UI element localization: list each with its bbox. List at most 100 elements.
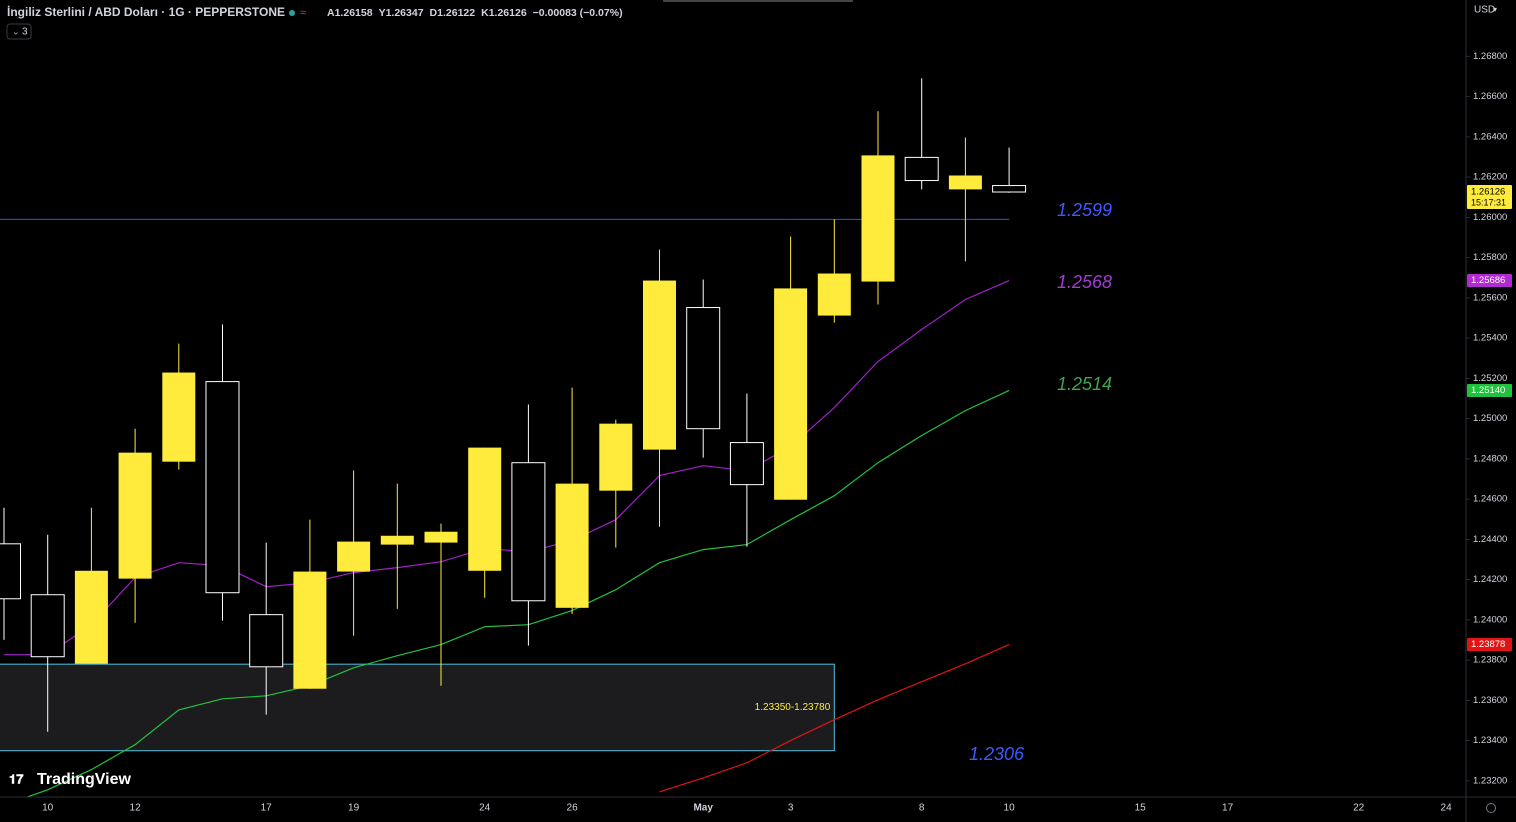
brand: TradingView [37,771,132,788]
x-tick-label: 24 [1441,803,1453,814]
currency[interactable]: USD [1474,5,1495,16]
y-tick-label: 1.23200 [1473,775,1507,786]
ohlc-label: K [481,7,489,19]
y-tick-label: 1.24600 [1473,494,1507,505]
candle-body [904,156,939,182]
candle-body [0,543,21,600]
top-handle [663,0,853,2]
symbol-title: İngiliz Sterlini / ABD Doları · 1G · PEP… [7,4,285,19]
price-label-box [1467,274,1512,288]
status-dot [289,10,295,16]
candle-body [599,423,633,491]
price-label: 1.25686 [1471,275,1505,286]
brand-mark: 𝟏𝟕 [9,771,24,786]
ma-line [4,280,1010,656]
y-tick-label: 1.23400 [1473,735,1507,746]
candle-body [729,442,764,486]
candle-body [205,381,240,594]
candle-body [30,594,65,658]
zone [0,663,835,752]
ma-line [659,643,1010,793]
candle-body [643,280,676,450]
y-tick-label: 1.25600 [1473,292,1507,303]
price-label: 1.26126 [1471,187,1505,198]
ohlc-label: Y [379,7,386,19]
currency-caret: ▾ [1493,5,1497,14]
candle-body [555,483,589,608]
x-tick-label: 15 [1135,803,1147,814]
candle-body [992,185,1027,193]
indicator-count: 3 [22,27,28,38]
price-label: 1.23878 [1471,639,1505,650]
candle-body [380,535,414,545]
ohlc-value: 1.26347 [386,7,424,19]
y-tick-label: 1.25800 [1473,252,1507,263]
axes: 1.23200 1.23400 1.23600 1.23800 1.24000 1.242… [42,51,1512,814]
annotation: 1.2599 [1057,200,1112,220]
price-label-box [1467,383,1512,397]
candle-body [74,570,108,664]
candle-body [162,372,196,462]
y-tick-label: 1.24800 [1473,453,1507,464]
ohlc-label: A [327,7,335,19]
y-tick-label: 1.24200 [1473,574,1507,585]
overlay: İngiliz Sterlini / ABD Doları · 1G · PEP… [6,4,1497,813]
y-tick-label: 1.26200 [1473,172,1507,183]
candle-body [511,462,546,602]
candle-body [948,175,982,190]
x-tick-label: 24 [479,803,491,814]
candle-body [861,155,895,282]
x-tick-label: May [693,803,713,814]
x-tick-label: 10 [42,803,54,814]
ohlc-value: 1.26122 [437,7,475,19]
y-tick-label: 1.25000 [1473,413,1507,424]
ohlc-label: D [430,7,438,19]
y-tick-label: 1.23600 [1473,695,1507,706]
candle-body [817,273,851,316]
settings-icon[interactable] [1486,803,1496,813]
candle-body [468,447,502,571]
candle-body [774,288,808,500]
x-tick-label: 12 [130,803,142,814]
change: −0.00083 (−0.07%) [533,7,623,19]
candle-body [293,571,327,689]
status-icon: ≈ [300,7,306,19]
y-tick-label: 1.25200 [1473,373,1507,384]
x-tick-label: 17 [1222,803,1234,814]
candle-body [118,452,152,579]
x-tick-label: 10 [1004,803,1016,814]
ohlc-value: 1.26126 [489,7,527,19]
ma-line [25,389,1010,797]
y-tick-label: 1.26000 [1473,212,1507,223]
price-label-box [1467,637,1512,651]
zone-label: 1.23350-1.23780 [755,702,831,713]
y-tick-label: 1.25400 [1473,333,1507,344]
x-tick-label: 17 [261,803,273,814]
y-tick-label: 1.24400 [1473,534,1507,545]
candle-body [424,531,458,543]
candle-body [686,307,721,430]
ohlc-value: 1.26158 [335,7,373,19]
price-label: 1.25140 [1471,385,1505,396]
candle-body [249,614,284,668]
y-tick-label: 1.24000 [1473,614,1507,625]
candle-body [337,541,371,572]
x-tick-label: 8 [919,803,925,814]
chevron: ⌄ [12,26,20,36]
annotation: 1.2514 [1057,374,1112,394]
x-tick-label: 26 [567,803,579,814]
indicator-toggle[interactable] [6,23,32,40]
y-tick-label: 1.26400 [1473,131,1507,142]
annotation: 1.2568 [1057,272,1112,292]
x-tick-label: 3 [788,803,794,814]
x-tick-label: 22 [1353,803,1365,814]
countdown: 15:17:31 [1471,197,1506,207]
x-tick-label: 19 [348,803,360,814]
y-tick-label: 1.26600 [1473,91,1507,102]
y-tick-label: 1.26800 [1473,51,1507,62]
ohlc-readout: A1.26158 Y1.26347 D1.26122 K1.26126 −0.00083… [327,7,623,19]
price-label-box [1467,185,1512,210]
plot-area: 1.23350-1.23780 [0,78,1027,797]
